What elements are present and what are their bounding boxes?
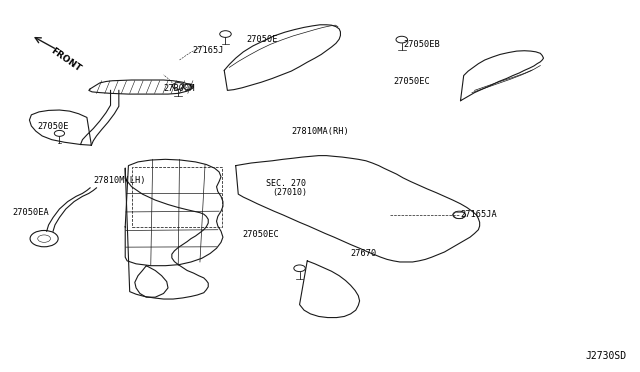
Text: 27165J: 27165J [192, 46, 224, 55]
Text: 27050EC: 27050EC [394, 77, 430, 86]
Text: 27050EB: 27050EB [403, 40, 440, 49]
Text: SEC. 270: SEC. 270 [266, 179, 306, 187]
Text: 27B00M: 27B00M [164, 84, 195, 93]
Text: 27050E: 27050E [38, 122, 69, 131]
Text: (27010): (27010) [272, 188, 307, 197]
Text: 27165JA: 27165JA [461, 211, 497, 219]
Text: 27810MA(RH): 27810MA(RH) [291, 126, 349, 136]
Text: J2730SD: J2730SD [586, 351, 627, 361]
Text: 27670: 27670 [351, 249, 377, 258]
Text: 27050E: 27050E [246, 35, 278, 44]
Bar [132, 167, 222, 227]
Text: FRONT: FRONT [49, 46, 83, 74]
Text: 27050EC: 27050EC [242, 230, 279, 240]
Text: 27810M(LH): 27810M(LH) [93, 176, 146, 185]
Text: 27050EA: 27050EA [12, 208, 49, 217]
